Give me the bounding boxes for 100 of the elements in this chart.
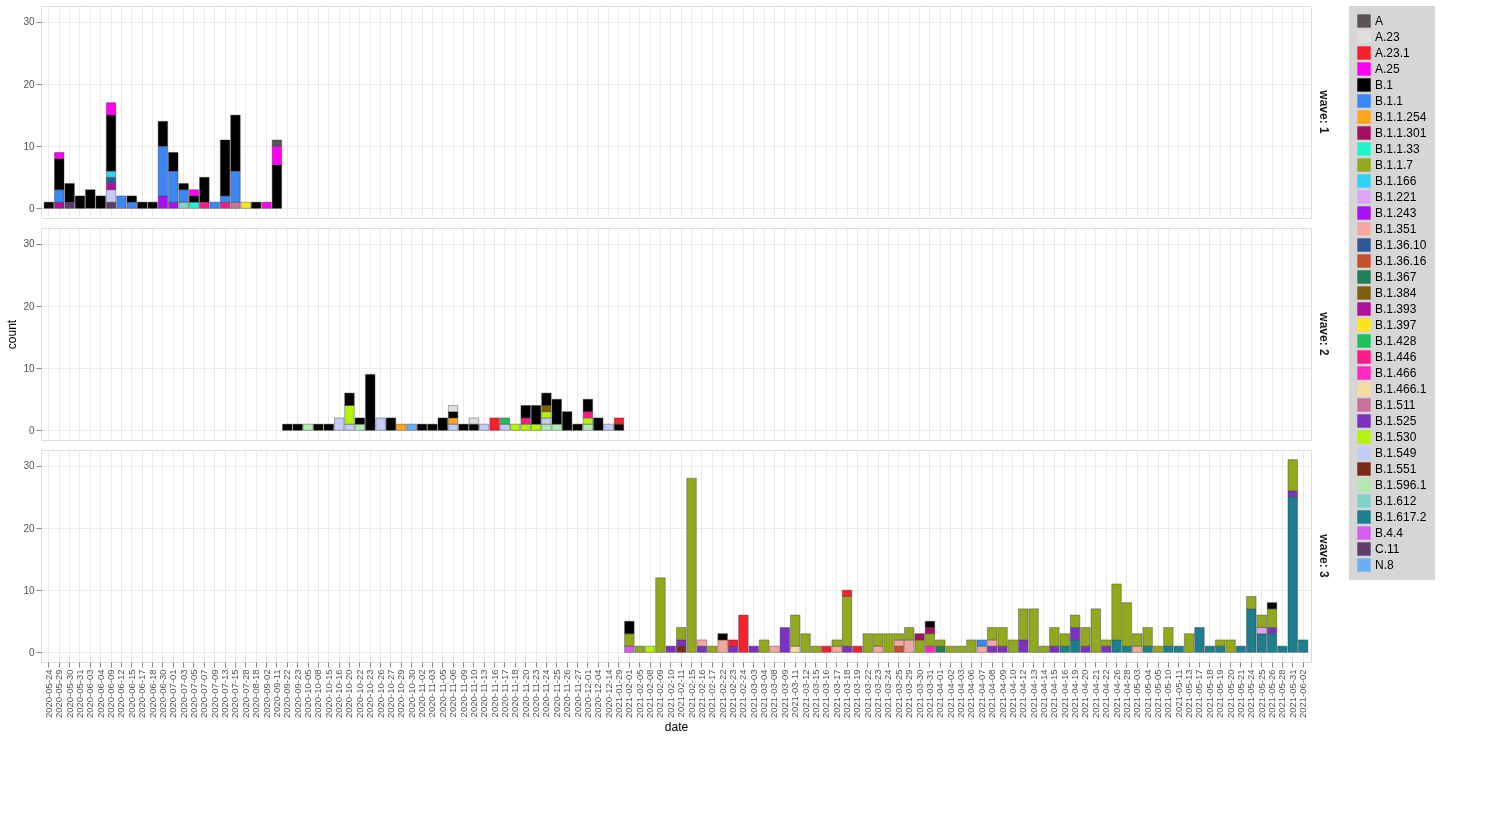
- x-tick-label: 2021-02-01: [623, 669, 635, 719]
- x-tick-label: 2020-09-11: [270, 669, 282, 718]
- x-tick-label: 2020-10-27: [384, 669, 396, 719]
- legend-label: B.1.1.254: [1375, 110, 1427, 124]
- x-tick-label: 2020-10-29: [395, 669, 407, 719]
- x-tick-label: 2021-05-28: [1276, 669, 1288, 719]
- y-tick-label: 10: [23, 584, 35, 596]
- legend-label: B.1.351: [1375, 222, 1417, 236]
- legend-label: B.1.384: [1375, 286, 1417, 300]
- legend-label: B.1.367: [1375, 270, 1417, 284]
- x-tick-label: 2020-11-03: [426, 669, 438, 718]
- x-tick-label: 2020-05-29: [53, 669, 65, 719]
- legend-label: B.4.4: [1375, 526, 1404, 540]
- x-tick-label: 2021-04-07: [975, 669, 987, 719]
- x-tick-label: 2020-07-28: [239, 669, 251, 719]
- legend-label: B.1.612: [1375, 494, 1417, 508]
- text: wave: 3: [1317, 533, 1331, 579]
- legend-label: B.1.511: [1375, 398, 1416, 412]
- legend-label: B.1.525: [1375, 414, 1417, 428]
- legend-label: N.8: [1375, 558, 1394, 572]
- legend-label: B.1.549: [1375, 446, 1417, 460]
- x-tick-label: 2020-06-15: [125, 669, 137, 719]
- x-tick-label: 2021-03-08: [768, 669, 780, 719]
- x-tick-label: 2021-04-09: [996, 669, 1008, 719]
- x-tick-label: 2020-10-26: [374, 669, 386, 719]
- x-tick-label: 2021-03-12: [799, 669, 811, 719]
- x-tick-label: 2021-04-03: [955, 669, 967, 719]
- x-tick-label: 2020-11-26: [561, 669, 573, 718]
- x-tick-label: 2020-09-23: [291, 669, 303, 719]
- x-tick-label: 2020-07-09: [208, 669, 220, 719]
- x-tick-label: 2020-11-09: [457, 669, 469, 718]
- x-tick-label: 2020-10-30: [405, 669, 417, 719]
- y-tick-label: 20: [23, 78, 35, 90]
- x-tick-label: 2021-05-19: [1214, 669, 1226, 719]
- x-tick-label: 2021-01-29: [612, 669, 624, 719]
- x-tick-label: 2020-10-08: [312, 669, 324, 719]
- x-tick-label: 2021-02-17: [706, 669, 718, 719]
- x-tick-label: 2020-10-20: [343, 669, 355, 719]
- y-axis-title: count: [5, 319, 20, 350]
- legend-label: B.1.243: [1375, 206, 1417, 220]
- x-tick-label: 2021-04-19: [1069, 669, 1081, 719]
- x-tick-label: 2021-04-08: [986, 669, 998, 719]
- x-tick-label: 2021-04-06: [965, 669, 977, 719]
- x-tick-label: 2021-05-18: [1203, 669, 1215, 719]
- y-tick-label: 20: [23, 300, 35, 312]
- y-tick-label: 0: [28, 646, 35, 658]
- y-tick-label: 30: [23, 238, 35, 250]
- x-tick-label: 2021-03-30: [913, 669, 925, 719]
- x-tick-label: 2020-09-02: [260, 669, 272, 719]
- x-tick-label: 2020-11-02: [416, 669, 428, 718]
- x-tick-label: 2020-10-22: [353, 669, 365, 719]
- x-tick-label: 2021-03-29: [903, 669, 915, 719]
- legend-label: B.1.393: [1375, 302, 1417, 316]
- x-axis-title: date: [664, 720, 689, 735]
- x-tick-label: 2021-03-04: [758, 669, 770, 719]
- legend-label: B.1.1.33: [1375, 142, 1421, 156]
- legend-label: B.1.466.1: [1375, 382, 1427, 396]
- legend-label: A: [1375, 14, 1384, 28]
- y-tick-label: 30: [23, 460, 35, 472]
- x-tick-label: 2021-05-26: [1266, 669, 1278, 719]
- x-tick-label: 2021-05-25: [1255, 669, 1267, 719]
- legend-label: A.23.1: [1375, 46, 1411, 60]
- x-tick-label: 2021-04-22: [1100, 669, 1112, 719]
- x-tick-label: 2021-05-24: [1245, 669, 1257, 719]
- y-tick-label: 0: [28, 202, 35, 214]
- x-tick-label: 2021-03-16: [820, 669, 832, 719]
- x-tick-label: 2021-04-13: [1027, 669, 1039, 719]
- legend-label: B.1.446: [1375, 350, 1417, 364]
- x-tick-label: 2020-11-18: [509, 669, 521, 718]
- x-tick-label: 2021-02-09: [654, 669, 666, 719]
- x-tick-label: 2021-03-25: [892, 669, 904, 719]
- x-tick-label: 2021-04-16: [1058, 669, 1070, 719]
- text: wave: 2: [1317, 311, 1331, 357]
- x-tick-label: 2020-05-31: [73, 669, 85, 719]
- x-tick-label: 2021-06-02: [1297, 669, 1309, 719]
- x-tick-label: 2020-10-05: [302, 669, 314, 719]
- legend-label: B.1.1.301: [1375, 126, 1427, 140]
- x-tick-label: 2020-08-18: [250, 669, 262, 719]
- x-tick-label: 2020-06-03: [84, 669, 96, 719]
- x-tick-label: 2021-03-11: [789, 669, 801, 718]
- x-tick-label: 2021-03-24: [882, 669, 894, 719]
- x-tick-label: 2020-12-14: [602, 669, 614, 719]
- legend-label: B.1.1: [1375, 94, 1404, 108]
- x-tick-label: 2020-11-25: [550, 669, 562, 718]
- x-tick-label: 2020-11-06: [447, 669, 459, 718]
- x-tick-label: 2021-04-10: [1006, 669, 1018, 719]
- y-tick-label: 10: [23, 362, 35, 374]
- x-tick-label: 2021-04-01: [934, 669, 946, 719]
- x-tick-label: 2021-03-22: [861, 669, 873, 719]
- x-tick-label: 2021-05-20: [1224, 669, 1236, 719]
- x-tick-label: 2021-02-24: [737, 669, 749, 719]
- x-tick-label: 2020-11-23: [530, 669, 542, 718]
- x-tick-label: 2021-04-12: [1017, 669, 1029, 719]
- x-tick-label: 2021-05-05: [1152, 669, 1163, 719]
- x-tick-label: 2020-11-27: [571, 669, 583, 718]
- x-tick-label: 2020-11-16: [488, 669, 500, 718]
- x-tick-label: 2021-04-21: [1089, 669, 1101, 719]
- x-tick-label: 2020-06-17: [136, 669, 148, 719]
- x-tick-label: 2021-03-15: [809, 669, 821, 719]
- x-tick-label: 2020-06-18: [146, 669, 158, 719]
